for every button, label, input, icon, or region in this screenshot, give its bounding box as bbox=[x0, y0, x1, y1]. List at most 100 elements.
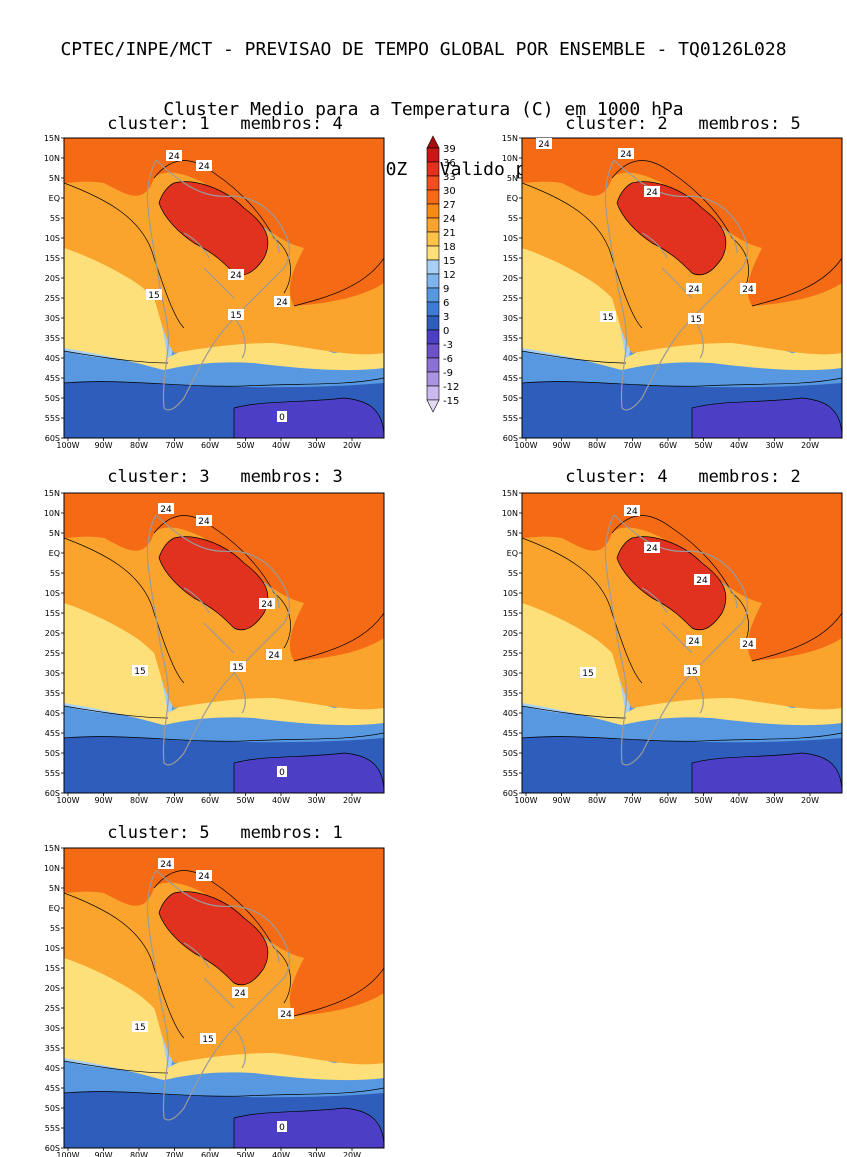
contour-line bbox=[158, 891, 269, 986]
lat-tick-label: 60S bbox=[45, 789, 60, 798]
contour-label: 15 bbox=[602, 313, 613, 323]
lat-tick-label: 20S bbox=[45, 274, 60, 283]
lat-tick-label: 55S bbox=[45, 414, 60, 423]
map-frame bbox=[63, 137, 385, 439]
lon-tick-label: 50W bbox=[236, 796, 254, 805]
lat-tick-label: 35S bbox=[45, 334, 60, 343]
coastline bbox=[233, 672, 246, 714]
lat-tick-label: 5N bbox=[49, 884, 60, 893]
lat-tick-label: 55S bbox=[45, 769, 60, 778]
contour-label: 0 bbox=[279, 768, 285, 778]
coastline bbox=[233, 1027, 246, 1069]
contour-line bbox=[153, 160, 291, 294]
lon-tick-label: 60W bbox=[201, 796, 219, 805]
pale-yellow-region bbox=[64, 603, 384, 726]
lon-tick-label: 60W bbox=[659, 441, 677, 450]
coastline bbox=[233, 317, 246, 359]
lat-tick-label: 5N bbox=[507, 174, 518, 183]
map-panel-5: 15N 10N 5N EQ 5S 10S 15S 20S 25S 30S 35S 40S 45S 50S 5… bbox=[44, 844, 385, 1157]
coastline bbox=[641, 232, 668, 259]
contour-label-bg bbox=[278, 1008, 294, 1019]
legend-value-label: 18 bbox=[443, 242, 456, 253]
lat-tick-label: EQ bbox=[49, 194, 60, 203]
contour-line bbox=[522, 350, 627, 364]
lat-tick-label: 25S bbox=[503, 294, 518, 303]
contour-line bbox=[616, 536, 727, 631]
lat-tick-label: 10S bbox=[503, 589, 518, 598]
contour-label-bg bbox=[277, 411, 287, 422]
orange-band bbox=[522, 538, 842, 710]
legend-swatch bbox=[426, 245, 440, 261]
lat-tick-label: 20S bbox=[503, 274, 518, 283]
contour-label-bg bbox=[694, 574, 710, 585]
cold-purple-region bbox=[233, 397, 384, 438]
lat-tick-label: 35S bbox=[503, 689, 518, 698]
contour-label-bg bbox=[228, 269, 244, 280]
legend-swatch bbox=[426, 231, 440, 247]
lat-tick-label: 50S bbox=[503, 749, 518, 758]
cold-purple-region bbox=[233, 752, 384, 793]
contour-line bbox=[64, 1087, 384, 1097]
contour-label-bg bbox=[624, 505, 640, 516]
lat-tick-label: EQ bbox=[49, 549, 60, 558]
contour-label-bg bbox=[230, 661, 246, 672]
contour-label-bg bbox=[600, 311, 616, 322]
contour-line bbox=[64, 377, 384, 387]
lon-tick-label: 70W bbox=[623, 441, 641, 450]
lat-tick-label: 25S bbox=[45, 294, 60, 303]
contour-line bbox=[64, 705, 169, 719]
lat-tick-label: 10S bbox=[45, 234, 60, 243]
lat-tick-label: 25S bbox=[45, 1004, 60, 1013]
contour-line bbox=[522, 732, 842, 742]
contour-line bbox=[293, 257, 384, 307]
contour-line bbox=[522, 705, 627, 719]
lat-tick-label: 60S bbox=[45, 434, 60, 443]
contour-line bbox=[64, 1060, 169, 1074]
contour-label-bg bbox=[274, 296, 290, 307]
contour-label: 24 bbox=[230, 271, 242, 281]
contour-label: 24 bbox=[261, 600, 273, 610]
legend-value-label: -12 bbox=[443, 382, 459, 393]
lat-tick-label: 25S bbox=[503, 649, 518, 658]
lat-tick-label: 30S bbox=[45, 314, 60, 323]
contour-label-bg bbox=[146, 289, 162, 300]
panel-2-title: cluster: 2 membros: 5 bbox=[565, 114, 801, 134]
lat-tick-label: 15N bbox=[502, 489, 518, 498]
contour-label-bg bbox=[618, 148, 634, 159]
lon-tick-label: 20W bbox=[801, 796, 819, 805]
lon-tick-label: 80W bbox=[130, 796, 148, 805]
contour-line bbox=[64, 537, 185, 684]
contour-label-bg bbox=[684, 665, 700, 676]
coastline bbox=[661, 622, 693, 654]
lat-tick-label: 5S bbox=[50, 924, 60, 933]
legend-value-label: -9 bbox=[443, 368, 453, 379]
lat-tick-label: 5S bbox=[508, 214, 518, 223]
panel-1-title: cluster: 1 membros: 4 bbox=[107, 114, 343, 134]
lon-tick-label: 70W bbox=[165, 441, 183, 450]
lat-tick-label: 15S bbox=[45, 609, 60, 618]
orange-band bbox=[522, 183, 842, 355]
contour-line bbox=[158, 536, 269, 631]
cold-purple-region bbox=[691, 752, 842, 793]
lon-tick-label: 80W bbox=[588, 441, 606, 450]
lat-tick-label: 15N bbox=[44, 134, 60, 143]
dark-orange-region bbox=[64, 493, 384, 661]
legend-value-label: 0 bbox=[443, 326, 449, 337]
contour-label: 24 bbox=[276, 298, 288, 308]
lon-tick-label: 20W bbox=[801, 441, 819, 450]
pale-yellow-region bbox=[64, 248, 384, 371]
legend-value-label: 21 bbox=[443, 228, 456, 239]
contour-label: 24 bbox=[198, 517, 210, 527]
lat-tick-label: 10S bbox=[45, 589, 60, 598]
lon-tick-label: 50W bbox=[694, 441, 712, 450]
dark-orange-region bbox=[522, 493, 842, 661]
panel-5-title: cluster: 5 membros: 1 bbox=[107, 823, 343, 843]
lon-tick-label: 60W bbox=[201, 1151, 219, 1157]
lat-tick-label: 5S bbox=[50, 214, 60, 223]
contour-label-bg bbox=[196, 870, 212, 881]
panel-3-title: cluster: 3 membros: 3 bbox=[107, 467, 343, 487]
lat-tick-label: 50S bbox=[45, 749, 60, 758]
lat-tick-label: 10S bbox=[503, 234, 518, 243]
contour-label: 24 bbox=[696, 576, 708, 586]
